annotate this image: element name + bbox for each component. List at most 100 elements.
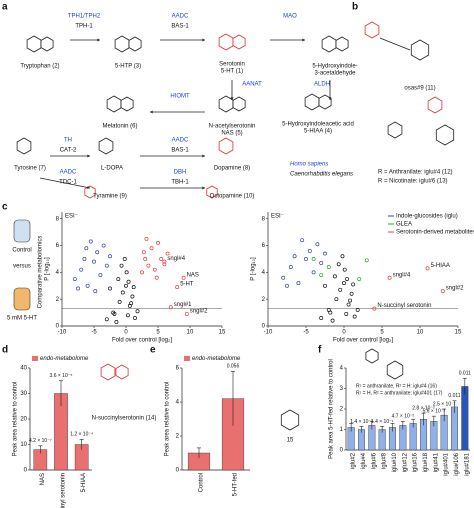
point	[355, 307, 360, 312]
enzyme-human: DBH	[174, 170, 187, 176]
point	[334, 297, 339, 302]
compound-name: R¹ = anthranilate, R² = H: iglu#4 (16)	[356, 383, 437, 389]
compound-name: Tyrosine (7)	[14, 166, 46, 172]
y-tick-label: 0	[340, 448, 344, 454]
compound-name: Serotonin	[219, 62, 245, 68]
point	[119, 263, 124, 268]
point	[346, 302, 351, 307]
point	[156, 240, 160, 245]
ring	[318, 94, 332, 110]
compound-name: N-succinylserotonin (14)	[92, 416, 157, 422]
point	[311, 270, 316, 275]
bar	[450, 406, 459, 451]
point	[296, 281, 301, 286]
compound-name: 5-HTP (3)	[115, 64, 141, 70]
ring	[365, 348, 379, 364]
point	[85, 283, 90, 288]
p-value: 1.4 × 10⁻¹	[371, 419, 394, 425]
p-value: 1.2 × 10⁻⁴	[70, 432, 93, 438]
y-tick-label: 4	[262, 270, 266, 276]
enzyme-human: AADC	[172, 138, 189, 144]
x-tick-label: 5	[380, 330, 384, 336]
point	[116, 277, 121, 282]
x-tick-label: 5	[156, 330, 160, 336]
p-value: 1.4 × 10⁻¹	[350, 419, 373, 425]
point	[342, 281, 346, 286]
point	[323, 283, 327, 288]
point	[328, 310, 333, 315]
y-tick-label: 6	[176, 366, 180, 372]
point	[108, 254, 112, 259]
y-tick-label: 40	[20, 366, 27, 372]
point	[307, 248, 312, 253]
arrow-head	[328, 97, 332, 100]
x-tick-label: 10	[187, 330, 194, 336]
compound-name: Tyramine (9)	[93, 194, 127, 200]
x-tick-label: iglu#12	[402, 452, 408, 472]
point	[344, 311, 349, 316]
y-tick-label: 2	[340, 407, 344, 413]
point	[292, 254, 297, 259]
x-tick-label: -10	[264, 330, 273, 336]
y-tick-label: 4	[340, 366, 344, 372]
x-tick-label: iglu#106	[454, 452, 460, 475]
x-tick-label: iglu#18	[423, 452, 429, 472]
y-tick-label: 4	[56, 270, 60, 276]
ring	[410, 39, 430, 61]
point	[144, 236, 149, 241]
point	[364, 258, 369, 263]
y-axis-label: Peak area relative to control	[165, 382, 171, 457]
arrow-head	[97, 38, 100, 42]
scheme-label: 5 mM 5-HT	[7, 316, 37, 322]
compound-name: 5-Hydroxyindoleacetic acid	[282, 122, 354, 128]
x-tick-label: iglu#16	[413, 452, 419, 472]
point-label: 5-HT	[180, 282, 194, 288]
point-label: sngl#4	[167, 256, 185, 262]
point	[338, 287, 343, 292]
p-value: 4.2 × 10⁻⁷	[29, 438, 52, 444]
flask	[13, 219, 31, 243]
y-tick-label: 4	[176, 400, 180, 406]
point-label: sngl#2	[446, 286, 464, 292]
y-tick-label: 0	[56, 324, 60, 330]
ring	[232, 96, 246, 112]
enzyme-human: ALDH	[314, 82, 330, 88]
x-tick-label: 15	[219, 330, 226, 336]
ring	[321, 35, 337, 53]
x-tick-label: iglu#6	[371, 452, 377, 469]
enzyme-human: TH	[64, 138, 72, 144]
point	[122, 256, 127, 261]
subtitle: ESI⁻	[65, 214, 78, 220]
enzyme-worm: TDC-1	[59, 180, 77, 186]
ring	[84, 185, 96, 199]
point	[93, 289, 98, 294]
arrow-head	[202, 154, 205, 158]
y-tick-label: 2	[176, 434, 180, 440]
x-tick-label: -5	[303, 330, 309, 336]
point	[159, 256, 164, 261]
point	[319, 273, 324, 277]
point	[72, 277, 77, 282]
point	[131, 285, 136, 290]
point	[162, 262, 167, 267]
point	[281, 275, 286, 280]
x-tick-label: -10	[58, 330, 67, 336]
compound-name: Dopamine (8)	[214, 166, 250, 172]
x-tick-label: Control	[199, 473, 205, 492]
point	[326, 265, 331, 269]
point	[351, 282, 356, 287]
ring	[218, 95, 234, 113]
point	[126, 279, 131, 284]
point-label: 5-HIAA	[431, 263, 450, 269]
ring	[120, 96, 134, 112]
ring	[100, 363, 116, 381]
x-tick-label: -5	[91, 330, 97, 336]
point	[332, 274, 337, 279]
ring	[304, 93, 320, 111]
point	[149, 246, 154, 251]
point	[140, 270, 144, 275]
point	[311, 256, 316, 261]
ring	[218, 33, 234, 51]
compound-name: 5-Hydroxyindole-	[312, 64, 357, 70]
x-tick-label: 0	[342, 330, 346, 336]
